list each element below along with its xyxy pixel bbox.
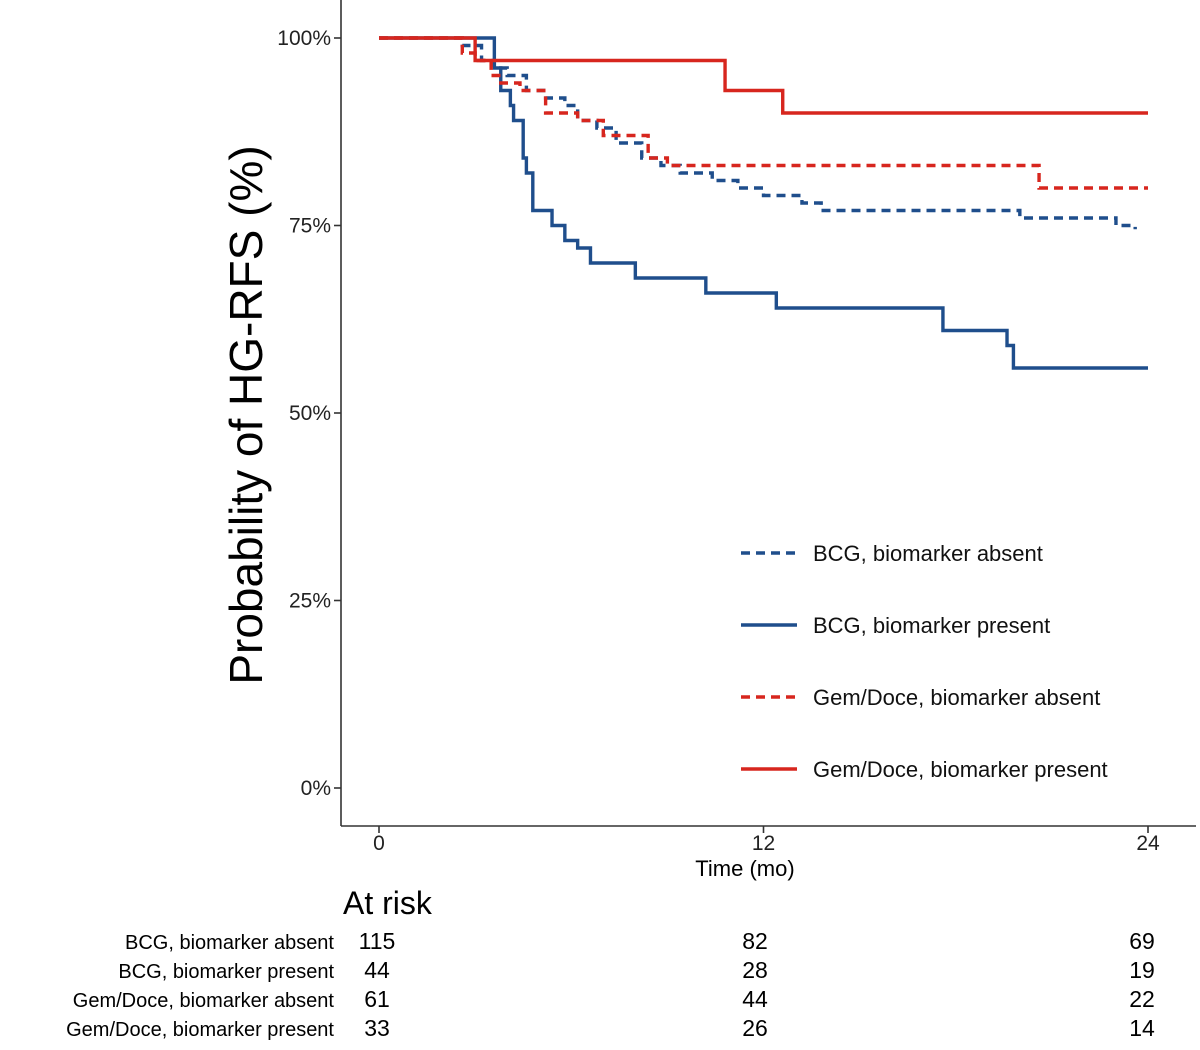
at-risk-row-label: Gem/Doce, biomarker present: [66, 1019, 334, 1041]
at-risk-count: 22: [1129, 986, 1155, 1012]
series-line-gem-doce-biomarker-present: [379, 36, 1148, 115]
at-risk-table: BCG, biomarker absent 115 82 69 BCG, biomark…: [66, 928, 1155, 1041]
at-risk-count: 61: [364, 986, 390, 1012]
series-line-bcg-biomarker-present: [379, 36, 1148, 370]
x-tick-label: 0: [373, 832, 385, 855]
at-risk-count: 44: [364, 957, 390, 983]
at-risk-count: 14: [1129, 1015, 1155, 1041]
at-risk-count: 44: [742, 986, 768, 1012]
y-tick-label: 25%: [289, 590, 331, 613]
y-tick-label: 75%: [289, 215, 331, 238]
legend: BCG, biomarker absent BCG, biomarker pres…: [741, 541, 1108, 782]
x-tick-label: 24: [1136, 832, 1160, 855]
at-risk-row-label: BCG, biomarker absent: [125, 932, 334, 954]
legend-label: Gem/Doce, biomarker absent: [813, 685, 1100, 710]
at-risk-count: 26: [742, 1015, 768, 1041]
at-risk-row-label: Gem/Doce, biomarker absent: [73, 990, 335, 1012]
curves: [379, 36, 1148, 370]
at-risk-count: 115: [359, 928, 396, 954]
at-risk-count: 69: [1129, 928, 1155, 954]
at-risk-count: 33: [364, 1015, 390, 1041]
legend-label: BCG, biomarker absent: [813, 541, 1043, 566]
at-risk-count: 19: [1129, 957, 1155, 983]
y-tick-label: 100%: [277, 27, 331, 50]
x-tick-label: 12: [752, 832, 775, 855]
y-ticks: 0% 25% 50% 75% 100%: [277, 27, 341, 800]
y-tick-label: 0%: [301, 777, 331, 800]
legend-label: Gem/Doce, biomarker present: [813, 757, 1108, 782]
x-axis-title: Time (mo): [695, 856, 794, 881]
y-tick-label: 50%: [289, 402, 331, 425]
y-axis-title: Probability of HG-RFS (%): [220, 145, 272, 684]
at-risk-count: 28: [742, 957, 768, 983]
series-line-bcg-biomarker-absent: [379, 36, 1137, 230]
legend-label: BCG, biomarker present: [813, 613, 1050, 638]
at-risk-row-label: BCG, biomarker present: [118, 961, 334, 983]
at-risk-title: At risk: [343, 885, 433, 921]
at-risk-count: 82: [742, 928, 768, 954]
x-ticks: 0 12 24: [373, 826, 1160, 855]
